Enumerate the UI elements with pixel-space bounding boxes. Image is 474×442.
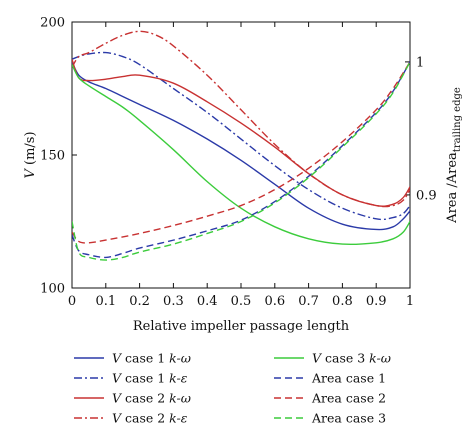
legend-label-text: Area case 2 <box>311 391 386 406</box>
legend-label-model: k-ω <box>169 391 191 406</box>
legend-label-model: k-ε <box>169 371 188 386</box>
y-axis-label-left-symbol: V <box>23 168 38 179</box>
legend: V case 1 k-ω V case 3 k-ωV case 1 k-ε Area… <box>74 351 391 426</box>
y-axis-label-right: Area /Areatrailing edge <box>445 87 463 224</box>
legend-label-text: case 1 <box>121 371 169 386</box>
x-tick-label: 0.4 <box>197 294 218 309</box>
series-line-3 <box>72 59 410 207</box>
legend-label-text: case 3 <box>321 351 369 366</box>
y-axis-label-right-subscript: trailing edge <box>452 87 463 152</box>
y-left-tick-label: 150 <box>40 149 65 164</box>
x-tick-label: 0.2 <box>129 294 150 309</box>
legend-label-text: Area case 1 <box>311 371 386 386</box>
legend-label-text: case 1 <box>121 351 169 366</box>
legend-label-symbol: V <box>112 351 123 366</box>
series-lines <box>72 30 410 261</box>
legend-label-symbol: V <box>312 351 323 366</box>
legend-label-1: V case 1 k-ω <box>112 351 191 366</box>
legend-label-2: V case 1 k-ε <box>112 371 188 386</box>
y-left-tick-label: 200 <box>40 16 65 31</box>
x-tick-label: 0.5 <box>231 294 252 309</box>
legend-label-8: Area case 3 <box>311 411 386 426</box>
y-right-tick-label: 0.9 <box>416 188 437 203</box>
legend-label-symbol: V <box>112 391 123 406</box>
legend-label-3: V case 2 k-ω <box>112 391 191 406</box>
x-axis-label: Relative impeller passage length <box>133 319 350 334</box>
x-tick-label: 0.6 <box>264 294 285 309</box>
legend-label-text: case 2 <box>121 391 169 406</box>
series-line-8 <box>72 61 410 261</box>
x-tick-label: 0.9 <box>366 294 387 309</box>
y-axis-label-left-unit: (m/s) <box>23 131 38 169</box>
y-axis-label-left: V (m/s) <box>23 131 38 178</box>
series-line-6 <box>72 61 410 259</box>
legend-label-text: case 2 <box>121 411 169 426</box>
legend-label-symbol: V <box>112 371 123 386</box>
x-tick-label: 1 <box>406 294 414 309</box>
x-tick-label: 0.3 <box>163 294 184 309</box>
legend-label-model: k-ω <box>369 351 391 366</box>
series-line-1 <box>72 61 410 231</box>
legend-label-symbol: V <box>112 411 123 426</box>
x-tick-label: 0.1 <box>95 294 116 309</box>
legend-label-text: Area case 3 <box>311 411 386 426</box>
legend-label-5: V case 3 k-ω <box>312 351 391 366</box>
plot-frame <box>71 21 411 289</box>
x-tick-label: 0 <box>68 294 76 309</box>
legend-label-model: k-ε <box>169 411 188 426</box>
y-axis-label-right-base: Area /Area <box>445 152 460 224</box>
series-line-5 <box>72 64 410 246</box>
x-tick-label: 0.8 <box>332 294 353 309</box>
x-tick-label: 0.7 <box>298 294 319 309</box>
legend-label-6: Area case 1 <box>311 371 386 386</box>
y-right-tick-label: 1 <box>416 55 424 70</box>
y-left-tick-label: 100 <box>40 282 65 297</box>
series-line-2 <box>72 51 410 221</box>
series-line-7 <box>72 61 410 244</box>
series-line-4 <box>72 30 410 208</box>
axis-ticks: 0 0.1 0.2 0.3 0.4 0.5 0.6 0.7 0.8 0.9 1 100 150 200 0.… <box>40 16 437 310</box>
legend-label-7: Area case 2 <box>311 391 386 406</box>
legend-label-4: V case 2 k-ε <box>112 411 188 426</box>
legend-label-model: k-ω <box>169 351 191 366</box>
